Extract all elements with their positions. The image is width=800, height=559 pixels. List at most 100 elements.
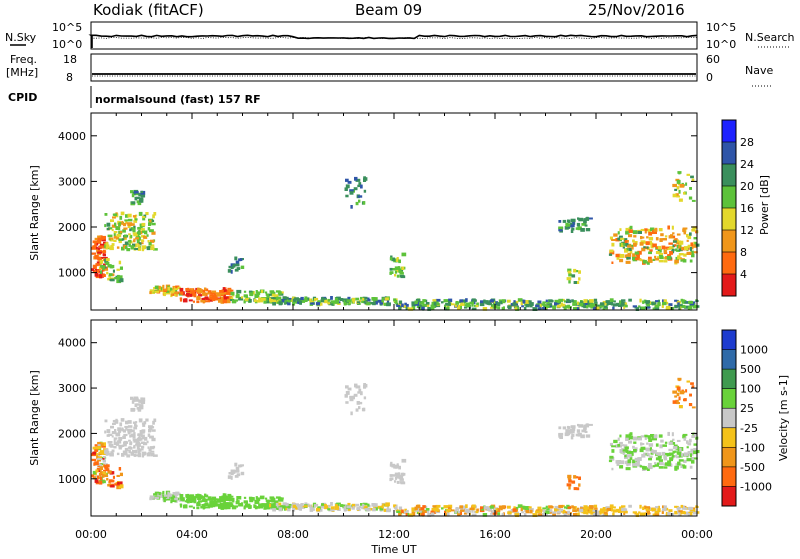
power-cell	[552, 305, 557, 308]
velocity-cell	[460, 509, 465, 512]
velocity-cell	[610, 507, 614, 512]
power-cell	[328, 299, 331, 302]
velocity-cell	[690, 456, 694, 461]
power-cell	[227, 269, 232, 273]
velocity-cell	[496, 508, 501, 512]
velocity-cell	[689, 438, 692, 443]
velocity-cell	[367, 503, 370, 507]
velocity-cell	[422, 505, 426, 508]
velocity-cell	[682, 465, 687, 469]
power-cell	[405, 303, 409, 307]
velocity-cell	[136, 406, 140, 410]
power-cell	[650, 242, 654, 247]
velocity-cell	[356, 507, 361, 510]
power-cell	[230, 269, 233, 274]
power-cell	[277, 291, 282, 295]
power-cell	[396, 257, 399, 261]
velocity-cell	[679, 390, 685, 395]
power-cell	[592, 306, 596, 311]
power-cell	[351, 297, 356, 302]
power-cell	[671, 248, 675, 252]
power-cell	[395, 300, 398, 304]
power-cell	[578, 277, 581, 281]
velocity-cell	[276, 507, 279, 510]
velocity-cell	[418, 511, 421, 515]
power-cell	[576, 222, 581, 227]
power-cell	[276, 301, 279, 304]
power-cell	[448, 300, 451, 305]
velocity-cell	[135, 421, 138, 424]
velocity-cell	[690, 508, 695, 512]
velocity-cell	[676, 402, 680, 405]
velocity-cell	[649, 455, 653, 458]
velocity-cell	[398, 512, 402, 516]
velocity-cell	[294, 503, 299, 507]
velocity-cell	[588, 423, 593, 426]
power-cell	[577, 301, 579, 305]
velocity-cell	[147, 433, 151, 437]
freq-label-line2: [MHz]	[6, 66, 38, 79]
velocity-cell	[272, 508, 276, 512]
power-cell	[355, 297, 360, 301]
power-cell	[261, 297, 266, 301]
velocity-cell	[558, 434, 563, 438]
power-cell	[678, 307, 681, 311]
velocity-cell	[317, 506, 321, 510]
power-cell	[118, 238, 123, 241]
power-cell	[686, 173, 690, 176]
power-cell	[471, 302, 474, 307]
power-cell	[580, 300, 583, 303]
velocity-cell	[304, 502, 308, 506]
velocity-cell	[130, 452, 135, 456]
velocity-cell	[682, 511, 686, 515]
velocity-cell	[96, 455, 99, 459]
velocity-cell	[691, 460, 695, 464]
power-cell	[635, 307, 640, 311]
power-cell	[633, 242, 637, 246]
velocity-cell	[100, 471, 103, 474]
power-cell	[629, 249, 633, 254]
velocity-cell	[266, 503, 271, 507]
velocity-cell	[640, 443, 645, 445]
velocity-cell	[95, 469, 99, 473]
power-cell	[528, 300, 532, 303]
power-cell	[571, 299, 574, 303]
velocity-cell	[139, 430, 143, 433]
velocity-cell	[611, 445, 616, 448]
velocity-cell	[646, 452, 649, 455]
velocity-cell	[346, 505, 352, 509]
power-cell	[150, 244, 155, 247]
velocity-cell	[257, 497, 260, 500]
velocity-cell	[355, 408, 359, 412]
power-cell	[399, 269, 402, 273]
velocity-cell	[558, 504, 564, 508]
power-cell	[105, 242, 109, 246]
velocity-cell	[92, 446, 97, 450]
power-cell	[142, 245, 145, 250]
power-cell	[208, 298, 213, 302]
velocity-cell	[135, 449, 138, 454]
power-cell	[676, 179, 681, 184]
power-cell	[346, 299, 352, 303]
velocity-cell	[353, 393, 358, 397]
power-cell	[345, 184, 350, 189]
power-cell	[405, 306, 408, 310]
power-cell	[240, 265, 245, 269]
velocity-cell	[658, 459, 663, 462]
power-cell	[608, 253, 613, 256]
power-cell	[448, 298, 453, 302]
power-cell	[542, 306, 546, 310]
velocity-cell	[269, 505, 274, 509]
velocity-cell	[659, 462, 664, 466]
velocity-cell	[270, 503, 275, 506]
velocity-cell	[596, 510, 600, 513]
power-cell	[513, 300, 516, 304]
velocity-cell	[96, 446, 101, 450]
power-cell	[112, 216, 116, 219]
velocity-cell	[97, 469, 101, 472]
power-cell	[691, 178, 695, 182]
power-cell	[302, 299, 308, 302]
power-cell	[154, 285, 159, 290]
power-cell	[271, 290, 274, 294]
velocity-cell	[125, 452, 128, 456]
